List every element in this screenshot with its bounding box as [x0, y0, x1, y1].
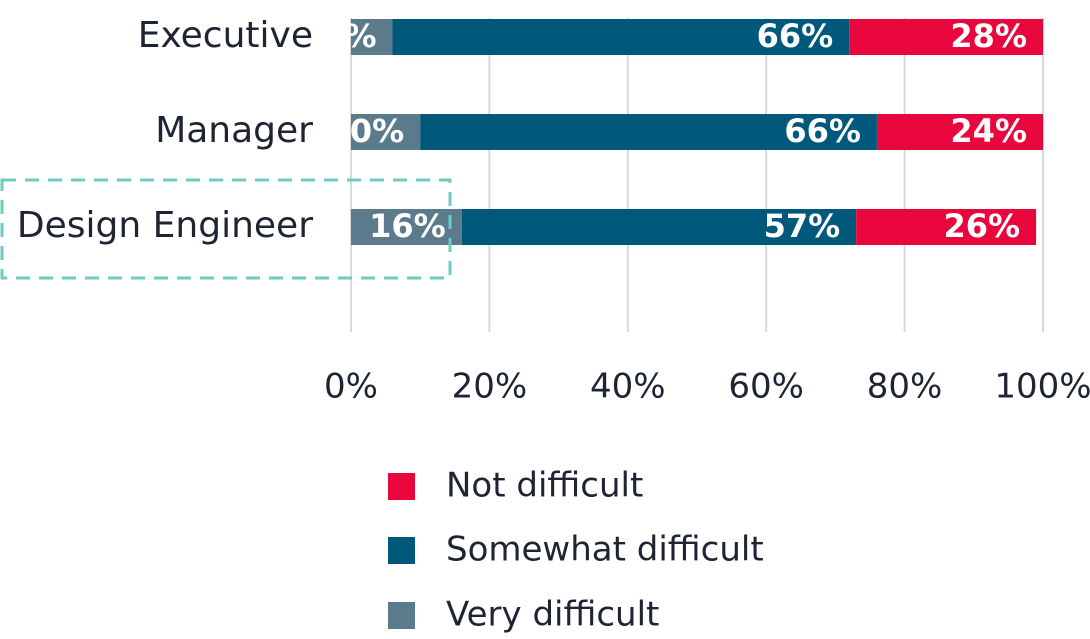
bars: [351, 19, 1043, 245]
category-label-executive: Executive: [138, 15, 313, 56]
legend-label-somewhat-difficult: Somewhat difficult: [446, 530, 764, 570]
x-tick-label-60: 60%: [728, 367, 804, 407]
bar-somewhat-difficult-executive: [392, 19, 850, 55]
bar-somewhat-difficult-manager: [420, 114, 877, 150]
bar-label-very-difficult-executive: 6%: [322, 17, 376, 55]
gridlines: [350, 18, 1044, 332]
bar-label-very-difficult-manager: 10%: [328, 112, 405, 150]
bar-labels: 6% 66% 28% 10% 66% 24% 16% 57% 26%: [322, 17, 1027, 245]
legend-label-very-difficult: Very difficult: [446, 595, 659, 635]
legend: Not difficult Somewhat difficult Very diff…: [388, 466, 764, 635]
bar-not-difficult-executive: [849, 19, 1043, 55]
bar-very-difficult-design-engineer: [351, 209, 462, 245]
legend-swatch-very-difficult: [388, 602, 415, 629]
bar-label-not-difficult-manager: 24%: [950, 112, 1027, 150]
bar-label-somewhat-difficult-executive: 66%: [757, 17, 834, 55]
bar-label-somewhat-difficult-manager: 66%: [784, 112, 861, 150]
legend-swatch-not-difficult: [388, 473, 415, 500]
x-tick-label-20: 20%: [452, 367, 528, 407]
category-label-manager: Manager: [155, 110, 313, 151]
bar-label-not-difficult-design-engineer: 26%: [943, 207, 1020, 245]
x-tick-label-0: 0%: [324, 367, 378, 407]
bar-not-difficult-design-engineer: [856, 209, 1037, 245]
x-tick-label-80: 80%: [867, 367, 943, 407]
x-tick-label-100: 100%: [994, 367, 1090, 407]
bar-label-not-difficult-executive: 28%: [950, 17, 1027, 55]
bar-label-somewhat-difficult-design-engineer: 57%: [764, 207, 841, 245]
bar-label-very-difficult-design-engineer: 16%: [369, 207, 446, 245]
bar-not-difficult-manager: [876, 114, 1043, 150]
x-tick-label-40: 40%: [590, 367, 666, 407]
legend-label-not-difficult: Not difficult: [446, 466, 643, 506]
bar-somewhat-difficult-design-engineer: [461, 209, 857, 245]
bar-very-difficult-manager: [351, 114, 421, 150]
category-label-design-engineer: Design Engineer: [17, 205, 313, 246]
design-engineer-highlight-box: [0, 178, 452, 280]
bar-very-difficult-executive: [351, 19, 393, 55]
category-labels: Executive Manager Design Engineer: [17, 15, 313, 246]
x-axis-tick-labels: 0% 20% 40% 60% 80% 100%: [324, 367, 1090, 407]
legend-swatch-somewhat-difficult: [388, 537, 415, 564]
